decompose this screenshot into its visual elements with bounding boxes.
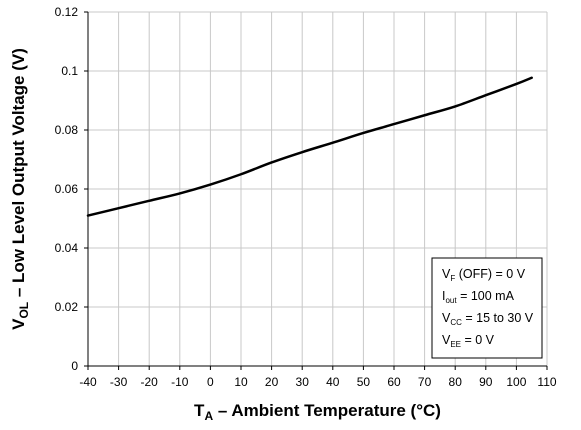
x-tick-label: 100: [506, 375, 526, 389]
x-tick-label: 50: [357, 375, 371, 389]
legend-vf-rest: (OFF) = 0 V: [455, 267, 525, 281]
x-tick-labels: -40 -30 -20 -10 0 10 20 30 40 50 60 70 80 90 100 110: [79, 375, 557, 389]
y-tick-label: 0.12: [55, 5, 79, 19]
x-tick-label: 110: [537, 375, 556, 389]
x-tick-label: 20: [265, 375, 279, 389]
y-axis-title-rest: – Low Level Output Voltage (V): [9, 48, 28, 302]
legend-vf-sub: F: [450, 274, 455, 283]
x-tick-label: -40: [79, 375, 97, 389]
legend-line-iout: Iout = 100 mA: [442, 289, 515, 305]
y-tick-label: 0.1: [61, 64, 78, 78]
legend-line-vee: VEE = 0 V: [442, 333, 495, 349]
x-axis-title-main: T: [194, 401, 205, 420]
legend-iout-sub: out: [445, 296, 457, 305]
series-line: [86, 76, 533, 217]
legend-line-vf: VF (OFF) = 0 V: [442, 267, 526, 283]
legend-iout-main: I: [442, 289, 445, 303]
x-axis-title: TA – Ambient Temperature (°C): [194, 401, 441, 423]
x-tick-label: 90: [479, 375, 493, 389]
x-tick-label: 40: [326, 375, 340, 389]
x-axis-title-rest: – Ambient Temperature (°C): [213, 401, 441, 420]
legend-vcc-sub: CC: [450, 318, 462, 327]
legend-vee-rest: = 0 V: [461, 333, 495, 347]
y-tick-label: 0.08: [55, 123, 79, 137]
y-tick-labels: 0 0.02 0.04 0.06 0.08 0.1 0.12: [55, 5, 79, 373]
x-axis-title-sub: A: [204, 409, 213, 423]
x-tick-label: -20: [141, 375, 159, 389]
y-tick-label: 0.06: [55, 182, 79, 196]
x-tick-label: 70: [418, 375, 432, 389]
legend-vee-sub: EE: [450, 340, 461, 349]
legend-vee-main: V: [442, 333, 451, 347]
y-axis-title-main: V: [9, 318, 28, 330]
y-tick-label: 0: [71, 359, 78, 373]
legend-box: VF (OFF) = 0 V Iout = 100 mA VCC = 15 to…: [431, 257, 543, 359]
x-tick-label: -30: [110, 375, 128, 389]
x-tick-label: -10: [171, 375, 189, 389]
x-tick-label: 0: [207, 375, 214, 389]
x-tick-label: 10: [234, 375, 248, 389]
legend-border: [431, 257, 543, 359]
x-tick-label: 30: [296, 375, 310, 389]
legend-vcc-rest: = 15 to 30 V: [462, 311, 534, 325]
y-axis-title: VOL – Low Level Output Voltage (V): [9, 48, 31, 330]
legend-line-vcc: VCC = 15 to 30 V: [442, 311, 534, 327]
axes: [84, 11, 548, 370]
y-tick-label: 0.04: [55, 241, 79, 255]
y-axis-title-sub: OL: [17, 302, 31, 319]
x-tick-label: 60: [387, 375, 401, 389]
legend-iout-rest: = 100 mA: [457, 289, 515, 303]
legend-vcc-main: V: [442, 311, 451, 325]
x-tick-label: 80: [449, 375, 463, 389]
legend-vf-main: V: [442, 267, 451, 281]
y-tick-label: 0.02: [55, 300, 79, 314]
